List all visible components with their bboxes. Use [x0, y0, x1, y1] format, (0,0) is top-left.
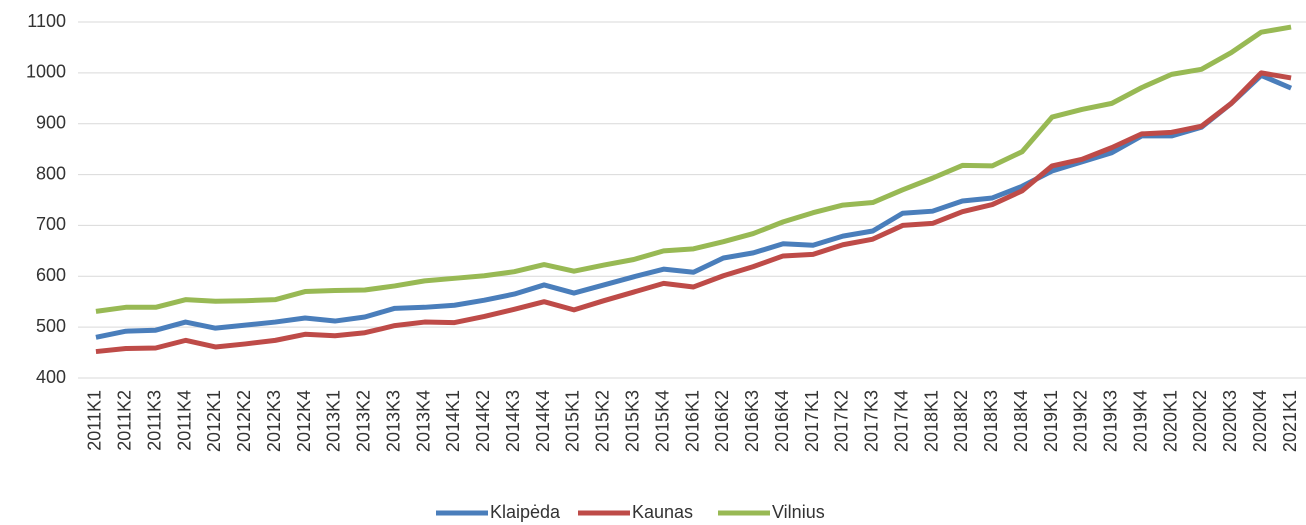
x-tick-label: 2017K4 — [891, 390, 911, 452]
x-tick-label: 2012K1 — [204, 390, 224, 452]
x-tick-label: 2014K1 — [443, 390, 463, 452]
legend-label: Vilnius — [772, 502, 825, 522]
x-tick-label: 2016K4 — [772, 390, 792, 452]
x-tick-label: 2018K2 — [951, 390, 971, 452]
y-tick-label: 1000 — [26, 62, 66, 82]
x-tick-label: 2014K4 — [533, 390, 553, 452]
series-line — [95, 72, 1293, 340]
x-tick-label: 2015K4 — [652, 390, 672, 452]
x-tick-label: 2019K4 — [1130, 390, 1150, 452]
x-tick-label: 2019K2 — [1071, 390, 1091, 452]
y-tick-label: 1100 — [27, 11, 66, 31]
x-tick-label: 2013K4 — [413, 390, 433, 452]
x-tick-label: 2015K2 — [593, 390, 613, 452]
x-tick-label: 2013K1 — [324, 390, 344, 452]
x-tick-label: 2011K2 — [115, 390, 135, 451]
x-tick-label: 2020K4 — [1250, 390, 1270, 452]
x-tick-label: 2018K1 — [921, 390, 941, 452]
x-tick-label: 2020K1 — [1160, 390, 1180, 452]
legend-label: Klaipėda — [490, 502, 561, 522]
y-tick-label: 700 — [36, 214, 66, 234]
x-tick-label: 2015K3 — [622, 390, 642, 452]
x-tick-label: 2018K4 — [1011, 390, 1031, 452]
x-tick-label: 2019K1 — [1041, 390, 1061, 452]
x-tick-label: 2012K2 — [234, 390, 254, 452]
y-tick-label: 400 — [36, 367, 66, 387]
x-tick-label: 2013K2 — [354, 390, 374, 452]
legend-label: Kaunas — [632, 502, 693, 522]
x-tick-label: 2011K3 — [144, 390, 164, 451]
x-tick-label: 2017K3 — [862, 390, 882, 452]
y-tick-label: 800 — [36, 163, 66, 183]
y-tick-label: 500 — [36, 316, 66, 336]
x-tick-label: 2017K2 — [832, 390, 852, 452]
x-tick-label: 2016K2 — [712, 390, 732, 452]
x-tick-label: 2014K3 — [503, 390, 523, 452]
x-tick-label: 2019K3 — [1101, 390, 1121, 452]
x-tick-label: 2021K1 — [1280, 390, 1300, 452]
x-tick-label: 2011K1 — [85, 390, 105, 451]
x-tick-label: 2011K4 — [174, 390, 194, 451]
x-tick-label: 2012K3 — [264, 390, 284, 452]
x-tick-label: 2018K3 — [981, 390, 1001, 452]
y-tick-label: 900 — [36, 112, 66, 132]
x-tick-label: 2017K1 — [802, 390, 822, 452]
x-tick-label: 2020K2 — [1190, 390, 1210, 452]
x-tick-label: 2020K3 — [1220, 390, 1240, 452]
y-tick-label: 600 — [36, 265, 66, 285]
x-tick-label: 2013K3 — [383, 390, 403, 452]
x-tick-label: 2012K4 — [294, 390, 314, 452]
series-line — [95, 24, 1292, 314]
x-tick-label: 2015K1 — [563, 390, 583, 452]
x-tick-label: 2014K2 — [473, 390, 493, 452]
x-tick-label: 2016K1 — [682, 390, 702, 452]
series-line — [95, 70, 1292, 355]
x-tick-label: 2016K3 — [742, 390, 762, 452]
